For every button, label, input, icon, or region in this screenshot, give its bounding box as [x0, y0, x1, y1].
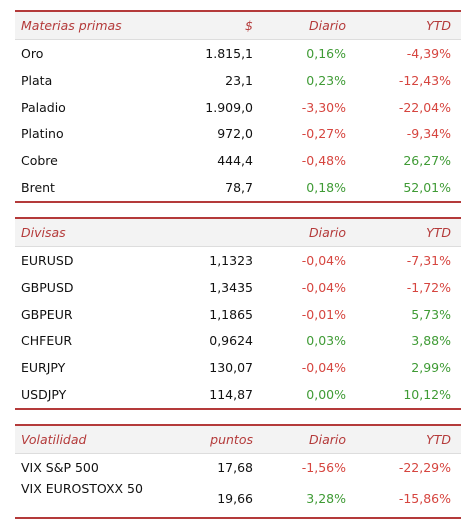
- header-unit: puntos: [210, 432, 253, 447]
- row-name: CHFEUR: [21, 333, 73, 349]
- row-ytd: 5,73%: [411, 306, 451, 322]
- row-name: Plata: [21, 72, 53, 88]
- row-daily: 0,03%: [306, 333, 346, 349]
- row-ytd: -12,43%: [398, 72, 451, 88]
- row-daily: 0,00%: [306, 386, 346, 402]
- table-row: VIX S&P 500 17,68 -1,56% -22,29%: [15, 454, 461, 481]
- row-daily: -0,04%: [301, 279, 346, 295]
- table-row: CHFEUR 0,9624 0,03% 3,88%: [15, 327, 461, 354]
- row-value: 972,0: [217, 126, 253, 142]
- row-ytd: -7,31%: [406, 253, 451, 268]
- row-ytd: -22,04%: [398, 99, 451, 115]
- row-daily: -0,27%: [301, 126, 346, 142]
- row-name: VIX S&P 500: [21, 460, 99, 475]
- row-ytd: -1,72%: [406, 279, 451, 295]
- row-name: Platino: [21, 126, 64, 142]
- table-row: EURUSD 1,1323 -0,04% -7,31%: [15, 247, 461, 274]
- row-ytd: 26,27%: [403, 153, 451, 169]
- header-ytd: YTD: [426, 432, 451, 447]
- row-daily: -1,56%: [301, 460, 346, 475]
- row-name: Brent: [21, 179, 55, 195]
- table-header: Divisas Diario YTD: [15, 217, 461, 247]
- table-row: Plata 23,1 0,23% -12,43%: [15, 67, 461, 94]
- row-value: 1,1323: [209, 253, 253, 268]
- table-row: EURJPY 130,07 -0,04% 2,99%: [15, 354, 461, 381]
- row-ytd: 2,99%: [411, 360, 451, 376]
- row-value: 78,7: [225, 179, 253, 195]
- header-daily: Diario: [308, 432, 346, 447]
- table-row: GBPEUR 1,1865 -0,01% 5,73%: [15, 301, 461, 328]
- row-name: Cobre: [21, 153, 58, 169]
- volatilidad-table: Volatilidad puntos Diario YTD VIX S&P 50…: [15, 424, 461, 519]
- row-value: 23,1: [225, 72, 253, 88]
- row-value: 17,68: [217, 460, 253, 475]
- row-name: GBPUSD: [21, 279, 74, 295]
- row-name: Oro: [21, 46, 44, 61]
- header-label: Volatilidad: [21, 432, 87, 447]
- row-name: Paladio: [21, 99, 66, 115]
- row-value: 1.909,0: [205, 99, 253, 115]
- table-row: Paladio 1.909,0 -3,30% -22,04%: [15, 94, 461, 121]
- table-row: Oro 1.815,1 0,16% -4,39%: [15, 40, 461, 67]
- row-ytd: -4,39%: [406, 46, 451, 61]
- divisas-table: Divisas Diario YTD EURUSD 1,1323 -0,04% …: [15, 217, 461, 410]
- row-ytd: 52,01%: [403, 179, 451, 195]
- row-ytd: -9,34%: [406, 126, 451, 142]
- row-daily: 0,18%: [306, 179, 346, 195]
- header-daily: Diario: [308, 18, 346, 33]
- row-value: 114,87: [209, 386, 253, 402]
- table-row: USDJPY 114,87 0,00% 10,12%: [15, 381, 461, 410]
- header-ytd: YTD: [426, 18, 451, 33]
- header-label: Divisas: [21, 225, 66, 240]
- row-value: 130,07: [209, 360, 253, 376]
- row-daily: 0,16%: [306, 46, 346, 61]
- table-row: Brent 78,7 0,18% 52,01%: [15, 174, 461, 203]
- materias-primas-table: Materias primas $ Diario YTD Oro 1.815,1…: [15, 10, 461, 203]
- row-value: 0,9624: [209, 333, 253, 349]
- row-daily: -0,04%: [301, 253, 346, 268]
- row-daily: -0,01%: [301, 306, 346, 322]
- row-name: EURUSD: [21, 253, 74, 268]
- header-daily: Diario: [308, 225, 346, 240]
- row-value: 19,66: [217, 490, 253, 506]
- row-ytd: 10,12%: [403, 386, 451, 402]
- table-row: Cobre 444,4 -0,48% 26,27%: [15, 147, 461, 174]
- row-daily: -0,48%: [301, 153, 346, 169]
- row-value: 1.815,1: [205, 46, 253, 61]
- row-value: 1,1865: [209, 306, 253, 322]
- row-daily: 0,23%: [306, 72, 346, 88]
- row-name: EURJPY: [21, 360, 66, 376]
- row-value: 444,4: [217, 153, 253, 169]
- header-currency: $: [245, 18, 253, 33]
- row-name: USDJPY: [21, 386, 67, 402]
- table-row: VIX EUROSTOXX 50 19,66 3,28% -15,86%: [15, 481, 461, 519]
- header-label: Materias primas: [21, 18, 122, 33]
- table-row: GBPUSD 1,3435 -0,04% -1,72%: [15, 274, 461, 301]
- row-daily: -0,04%: [301, 360, 346, 376]
- table-row: Platino 972,0 -0,27% -9,34%: [15, 120, 461, 147]
- row-name: GBPEUR: [21, 306, 73, 322]
- row-value: 1,3435: [209, 279, 253, 295]
- table-header: Volatilidad puntos Diario YTD: [15, 424, 461, 454]
- table-header: Materias primas $ Diario YTD: [15, 10, 461, 40]
- row-ytd: 3,88%: [411, 333, 451, 349]
- header-ytd: YTD: [426, 225, 451, 240]
- row-name: VIX EUROSTOXX 50: [21, 480, 143, 496]
- row-daily: 3,28%: [306, 490, 346, 506]
- row-ytd: -15,86%: [398, 490, 451, 506]
- row-daily: -3,30%: [301, 99, 346, 115]
- row-ytd: -22,29%: [398, 460, 451, 475]
